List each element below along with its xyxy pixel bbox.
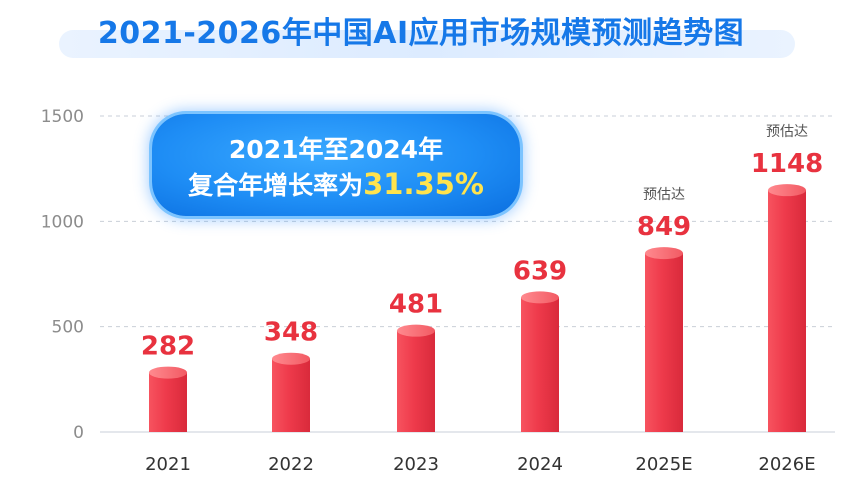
bar-cap xyxy=(149,366,187,379)
x-tick-label: 2024 xyxy=(517,454,563,475)
y-tick-label: 1500 xyxy=(41,107,84,127)
data-label: 481 xyxy=(389,290,443,320)
x-tick-label: 2022 xyxy=(268,454,314,475)
cagr-rate-line: 复合年增长率为31.35% xyxy=(152,166,520,202)
cagr-rate-label: 复合年增长率为 xyxy=(188,171,364,200)
title-area: 2021-2026年中国AI应用市场规模预测趋势图 xyxy=(45,6,797,58)
cagr-rate-value: 31.35% xyxy=(363,167,484,201)
x-tick-label: 2023 xyxy=(393,454,439,475)
bar xyxy=(149,372,187,432)
y-tick-label: 500 xyxy=(52,318,84,338)
forecast-annotation: 预估达 xyxy=(643,187,685,203)
bar xyxy=(521,297,559,432)
x-tick-label: 2026E xyxy=(758,454,815,475)
y-tick-label: 0 xyxy=(73,423,84,443)
bar-cap xyxy=(272,352,310,365)
data-label: 348 xyxy=(264,318,318,348)
x-tick-label: 2025E xyxy=(635,454,692,475)
bar xyxy=(272,358,310,432)
data-label: 849 xyxy=(637,212,691,242)
data-label: 282 xyxy=(141,332,195,362)
bar xyxy=(645,253,683,432)
y-tick-label: 1000 xyxy=(41,212,84,232)
bar-cap xyxy=(521,291,559,304)
bar-cap xyxy=(768,184,806,197)
title-highlight-band xyxy=(59,30,795,58)
bar xyxy=(397,330,435,432)
data-label: 639 xyxy=(513,256,567,286)
bar-cap xyxy=(645,247,683,260)
forecast-annotation: 预估达 xyxy=(766,124,808,140)
data-label: 1148 xyxy=(751,149,823,179)
cagr-callout: 2021年至2024年 复合年增长率为31.35% xyxy=(152,114,520,216)
chart-title: 2021-2026年中国AI应用市场规模预测趋势图 xyxy=(97,16,745,51)
cagr-period-text: 2021年至2024年 xyxy=(228,135,444,164)
x-tick-label: 2021 xyxy=(145,454,191,475)
bar xyxy=(768,190,806,432)
bar-cap xyxy=(397,324,435,337)
